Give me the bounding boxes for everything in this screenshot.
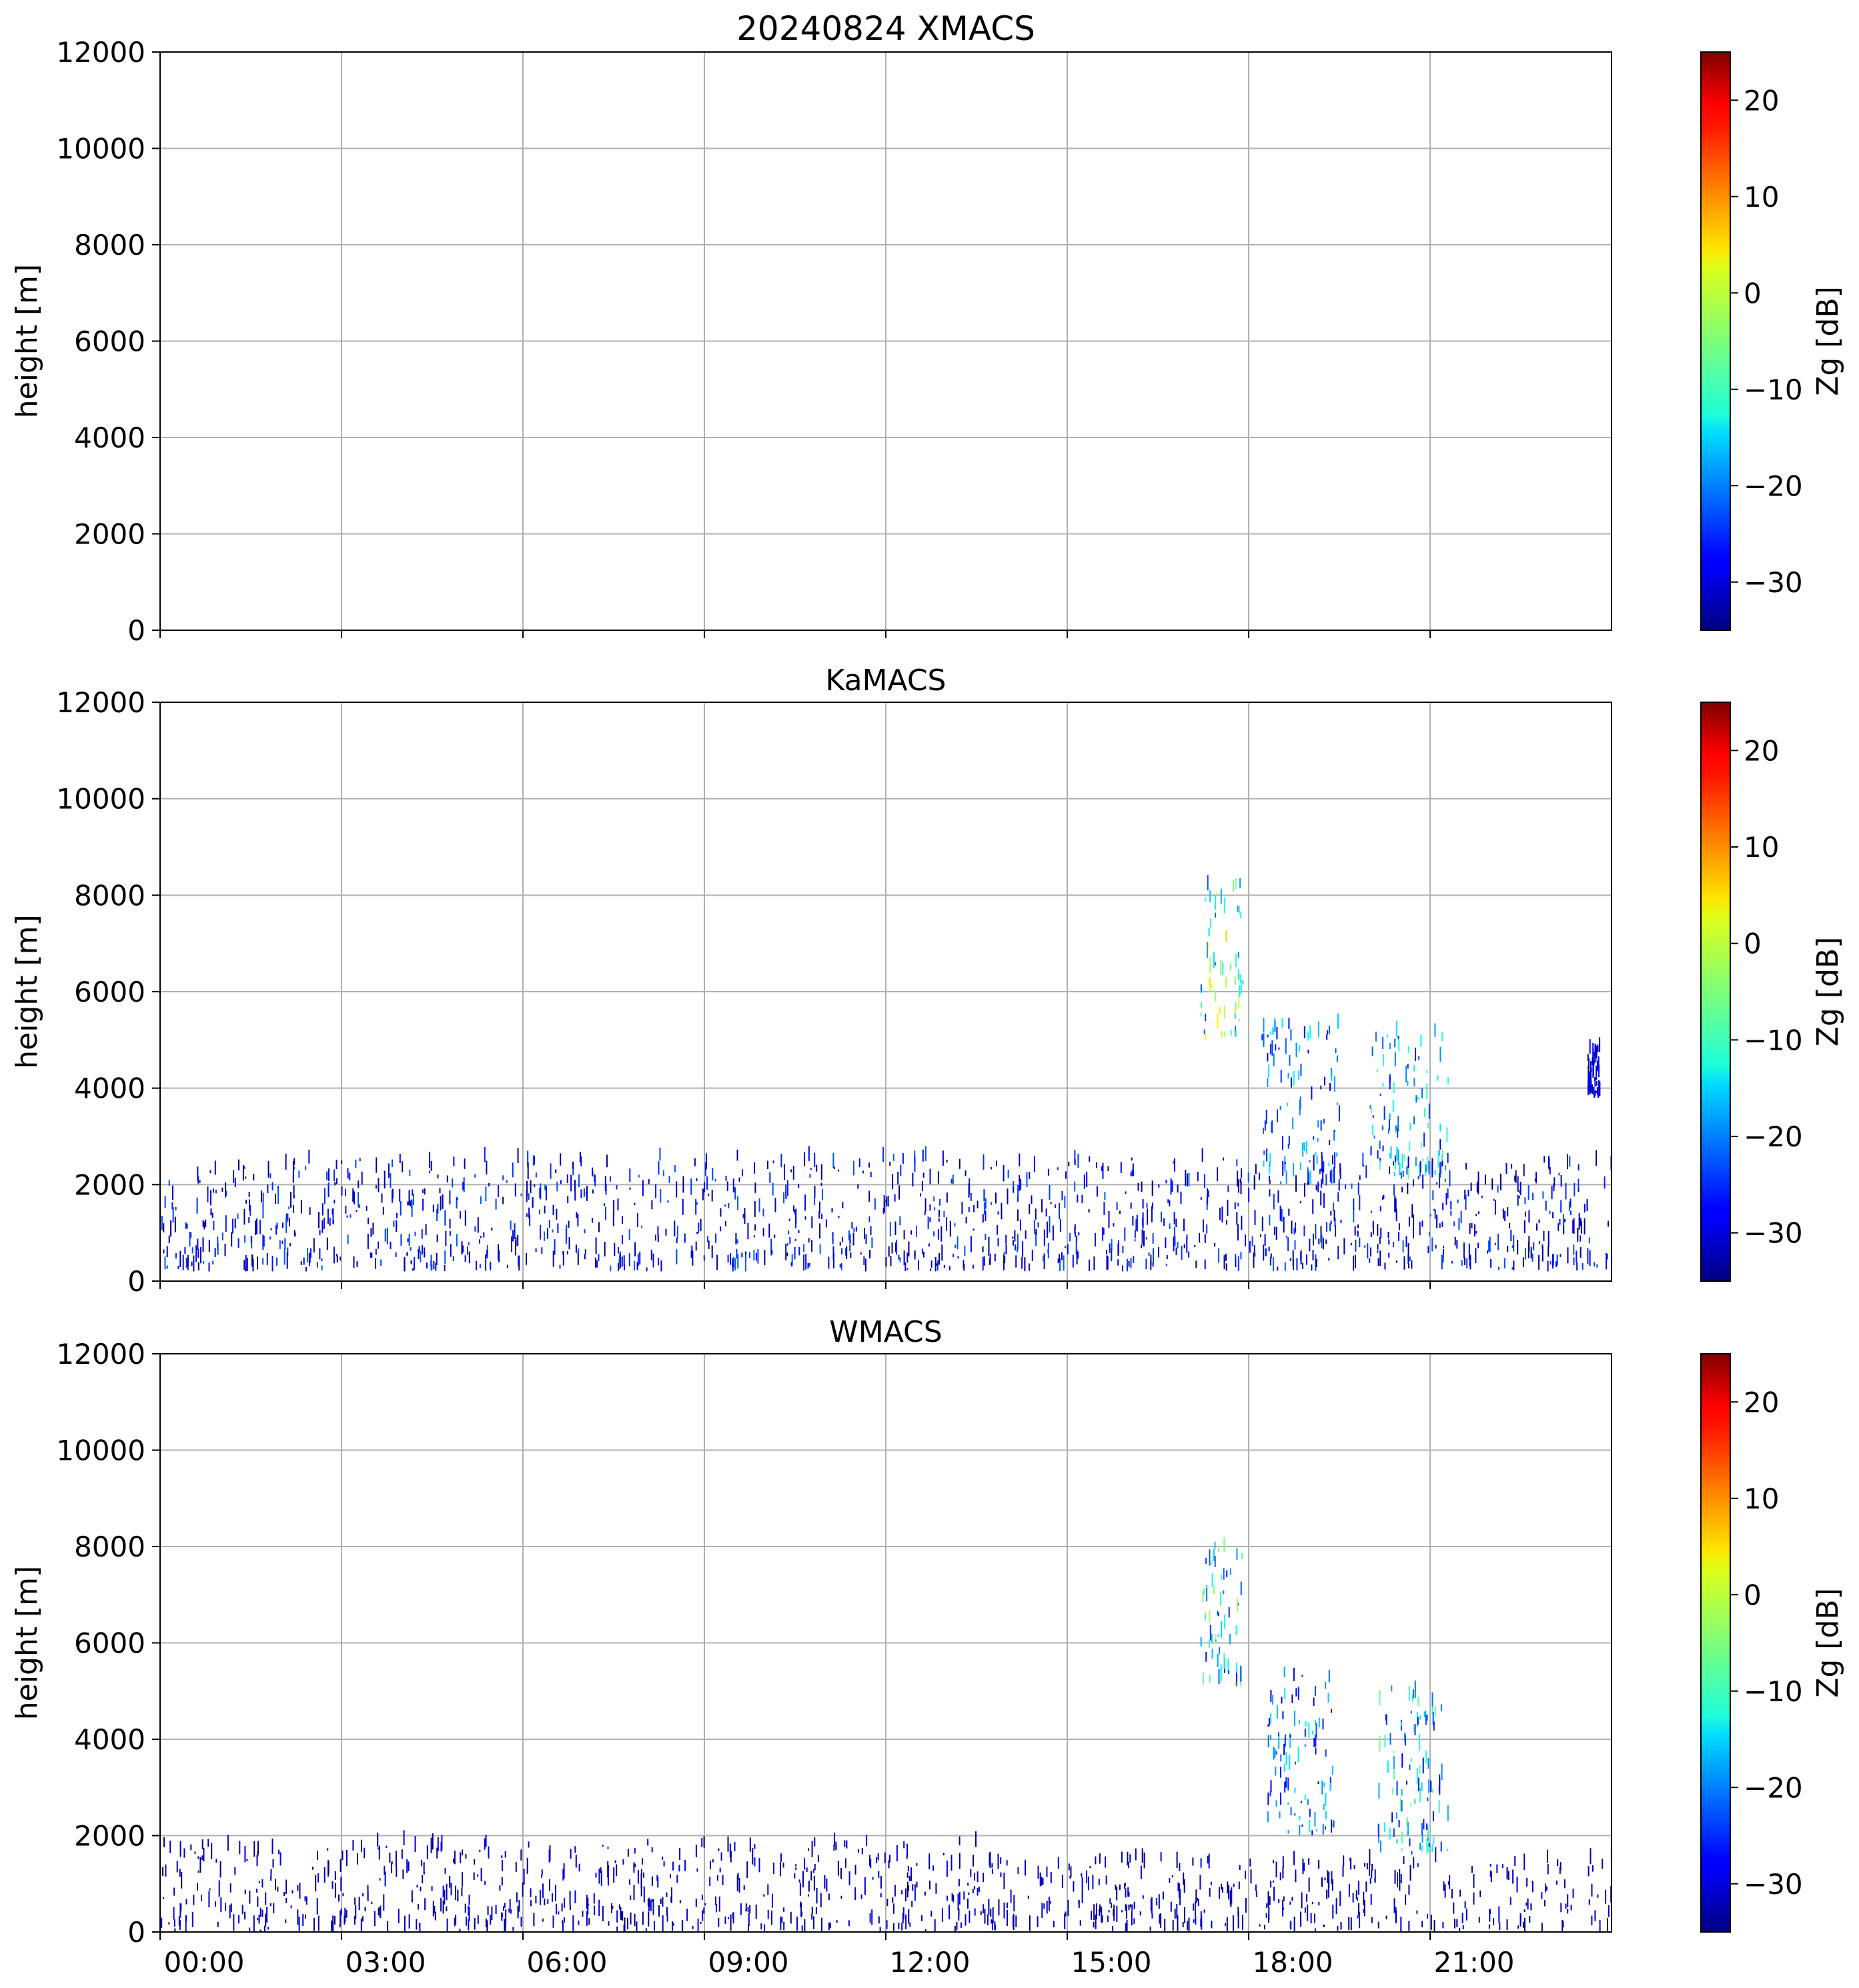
radar-echo <box>1267 1667 1335 1835</box>
y-tick-label: 8000 <box>74 229 145 261</box>
y-tick-label: 8000 <box>74 1531 145 1563</box>
colorbar-tick-label: −10 <box>1744 373 1803 406</box>
colorbar-tick-label: 20 <box>1744 1386 1779 1418</box>
colorbar-tick-label: −30 <box>1744 1868 1803 1901</box>
radar-echo <box>161 1830 977 1932</box>
x-tick-label: 03:00 <box>345 1946 426 1979</box>
panel-xmacs: 0 2000 4000 6000 8000 10000 12000 20240824 XMA… <box>10 9 1845 647</box>
y-tick-label: 6000 <box>74 325 145 358</box>
y-tick-label: 12000 <box>56 1338 145 1370</box>
colorbar-label: Zg [dB] <box>1811 937 1845 1047</box>
colorbar: −30 −20 −10 0 10 20 Zg [dB] <box>1700 1353 1845 1933</box>
panel-title: 20240824 XMACS <box>736 9 1035 48</box>
y-tick-label: 6000 <box>74 1627 145 1660</box>
radar-echo <box>1377 1680 1449 1855</box>
panel-kamacs: 0 2000 4000 6000 8000 10000 12000 KaMACS heigh… <box>10 664 1845 1298</box>
y-tick-label: 2000 <box>74 1168 145 1201</box>
radar-echo <box>161 1146 1612 1272</box>
colorbar-tick-label: 10 <box>1744 831 1779 864</box>
colorbar-tick-label: 0 <box>1744 1579 1762 1611</box>
x-tick-label: 06:00 <box>526 1946 607 1979</box>
y-axis-label: height [m] <box>10 914 44 1068</box>
x-tick-label: 00:00 <box>163 1946 244 1979</box>
y-tick-label: 10000 <box>56 783 145 816</box>
y-tick-label: 4000 <box>74 1072 145 1105</box>
colorbar-tick-label: −20 <box>1744 1771 1803 1804</box>
colorbar-tick-label: 0 <box>1744 277 1762 309</box>
colorbar-tick-label: −10 <box>1744 1675 1803 1708</box>
y-tick-label: 12000 <box>56 36 145 69</box>
x-tick-label: 09:00 <box>708 1946 788 1979</box>
y-tick-label: 0 <box>127 1265 145 1298</box>
y-axis-label: height [m] <box>10 1566 44 1720</box>
radar-echo <box>1261 1013 1340 1184</box>
panel-wmacs: 0 2000 4000 6000 8000 10000 12000 00:00 03:00 06… <box>10 1315 1845 1979</box>
radar-echo <box>1200 874 1244 1040</box>
panel-title: WMACS <box>829 1315 942 1349</box>
y-tick-label: 0 <box>127 1916 145 1949</box>
colorbar-tick-label: 10 <box>1744 1482 1779 1515</box>
x-tick-label: 15:00 <box>1071 1946 1151 1979</box>
panel-title: KaMACS <box>826 664 947 698</box>
y-tick-label: 0 <box>127 614 145 647</box>
y-tick-label: 2000 <box>74 1820 145 1853</box>
colorbar-tick-label: −20 <box>1744 469 1803 502</box>
colorbar-tick-label: −30 <box>1744 566 1803 599</box>
colorbar-label: Zg [dB] <box>1811 286 1845 396</box>
y-tick-label: 12000 <box>56 686 145 719</box>
colorbar-tick-label: 0 <box>1744 928 1762 960</box>
y-tick-label: 10000 <box>56 1434 145 1467</box>
colorbar-tick-label: 20 <box>1744 84 1779 117</box>
colorbar-tick-label: −20 <box>1744 1120 1803 1153</box>
x-tick-label: 18:00 <box>1252 1946 1333 1979</box>
radar-echo <box>1587 1037 1601 1098</box>
colorbar-tick-label: −10 <box>1744 1024 1803 1056</box>
y-axis-label: height [m] <box>10 264 44 418</box>
y-tick-label: 10000 <box>56 133 145 165</box>
radar-echo <box>1200 1537 1243 1687</box>
colorbar: −30 −20 −10 0 10 20 Zg [dB] <box>1700 51 1845 631</box>
colorbar-label: Zg [dB] <box>1811 1588 1845 1698</box>
colorbar-tick-label: 10 <box>1744 181 1779 213</box>
colorbar: −30 −20 −10 0 10 20 Zg [dB] <box>1700 702 1845 1282</box>
radar-echo <box>1369 1020 1449 1180</box>
y-tick-label: 4000 <box>74 421 145 454</box>
y-tick-label: 6000 <box>74 976 145 1008</box>
radar-echo <box>977 1847 1612 1932</box>
y-tick-label: 2000 <box>74 518 145 551</box>
y-tick-label: 4000 <box>74 1723 145 1756</box>
y-tick-label: 8000 <box>74 879 145 912</box>
x-tick-label: 21:00 <box>1433 1946 1514 1979</box>
x-tick-label: 12:00 <box>889 1946 970 1979</box>
colorbar-tick-label: −30 <box>1744 1217 1803 1250</box>
colorbar-tick-label: 20 <box>1744 734 1779 767</box>
